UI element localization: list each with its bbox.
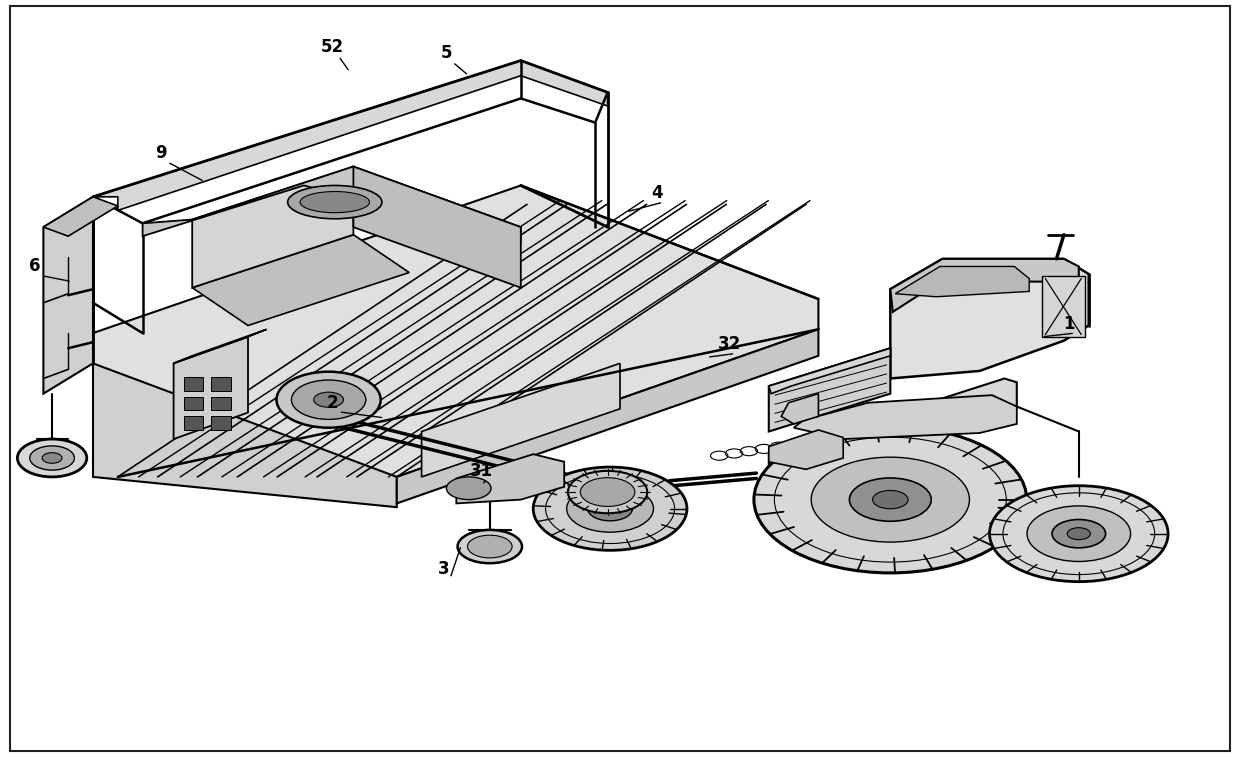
Ellipse shape [300, 192, 370, 213]
Ellipse shape [30, 446, 74, 470]
Polygon shape [794, 348, 890, 409]
Polygon shape [422, 363, 620, 477]
Bar [184, 416, 203, 430]
Text: 31: 31 [470, 462, 492, 480]
Text: 3: 3 [438, 560, 450, 578]
Polygon shape [769, 430, 843, 469]
Text: 6: 6 [29, 257, 41, 276]
Bar [184, 397, 203, 410]
Ellipse shape [446, 477, 491, 500]
Polygon shape [890, 259, 1079, 312]
Polygon shape [1042, 276, 1085, 337]
Polygon shape [192, 235, 409, 326]
Ellipse shape [17, 439, 87, 477]
Polygon shape [794, 395, 1017, 439]
Text: 32: 32 [718, 335, 740, 354]
Ellipse shape [873, 491, 908, 509]
Polygon shape [895, 266, 1029, 297]
Polygon shape [43, 197, 118, 236]
Ellipse shape [568, 471, 647, 513]
Polygon shape [143, 167, 521, 242]
Ellipse shape [288, 185, 382, 219]
Polygon shape [769, 348, 890, 394]
Ellipse shape [849, 478, 931, 522]
Bar [211, 377, 231, 391]
Text: 2: 2 [326, 394, 339, 412]
Polygon shape [353, 167, 521, 288]
Ellipse shape [567, 485, 653, 532]
Text: 52: 52 [321, 38, 343, 56]
Ellipse shape [1052, 519, 1106, 548]
Polygon shape [769, 378, 1017, 478]
Polygon shape [456, 454, 564, 503]
Text: 1: 1 [1063, 315, 1075, 333]
Ellipse shape [990, 486, 1168, 581]
Polygon shape [93, 185, 818, 477]
Ellipse shape [277, 372, 381, 428]
Polygon shape [769, 348, 890, 431]
Ellipse shape [467, 535, 512, 558]
Polygon shape [174, 329, 267, 363]
Ellipse shape [580, 478, 635, 506]
Ellipse shape [314, 392, 343, 407]
Text: 9: 9 [155, 144, 167, 162]
Ellipse shape [811, 457, 970, 542]
Ellipse shape [754, 426, 1027, 573]
Polygon shape [397, 329, 818, 503]
Text: 4: 4 [651, 184, 663, 202]
Polygon shape [93, 61, 608, 210]
Polygon shape [890, 259, 1089, 378]
Polygon shape [781, 394, 818, 424]
Bar [184, 377, 203, 391]
Ellipse shape [291, 380, 366, 419]
Ellipse shape [588, 497, 632, 521]
Bar [211, 397, 231, 410]
Polygon shape [93, 363, 397, 507]
Ellipse shape [42, 453, 62, 463]
Polygon shape [192, 167, 353, 288]
Polygon shape [43, 197, 93, 394]
Text: 5: 5 [440, 44, 453, 62]
Ellipse shape [1027, 506, 1131, 562]
Ellipse shape [1068, 528, 1090, 540]
Ellipse shape [458, 530, 522, 563]
Ellipse shape [533, 467, 687, 550]
Polygon shape [174, 337, 248, 439]
Bar [211, 416, 231, 430]
